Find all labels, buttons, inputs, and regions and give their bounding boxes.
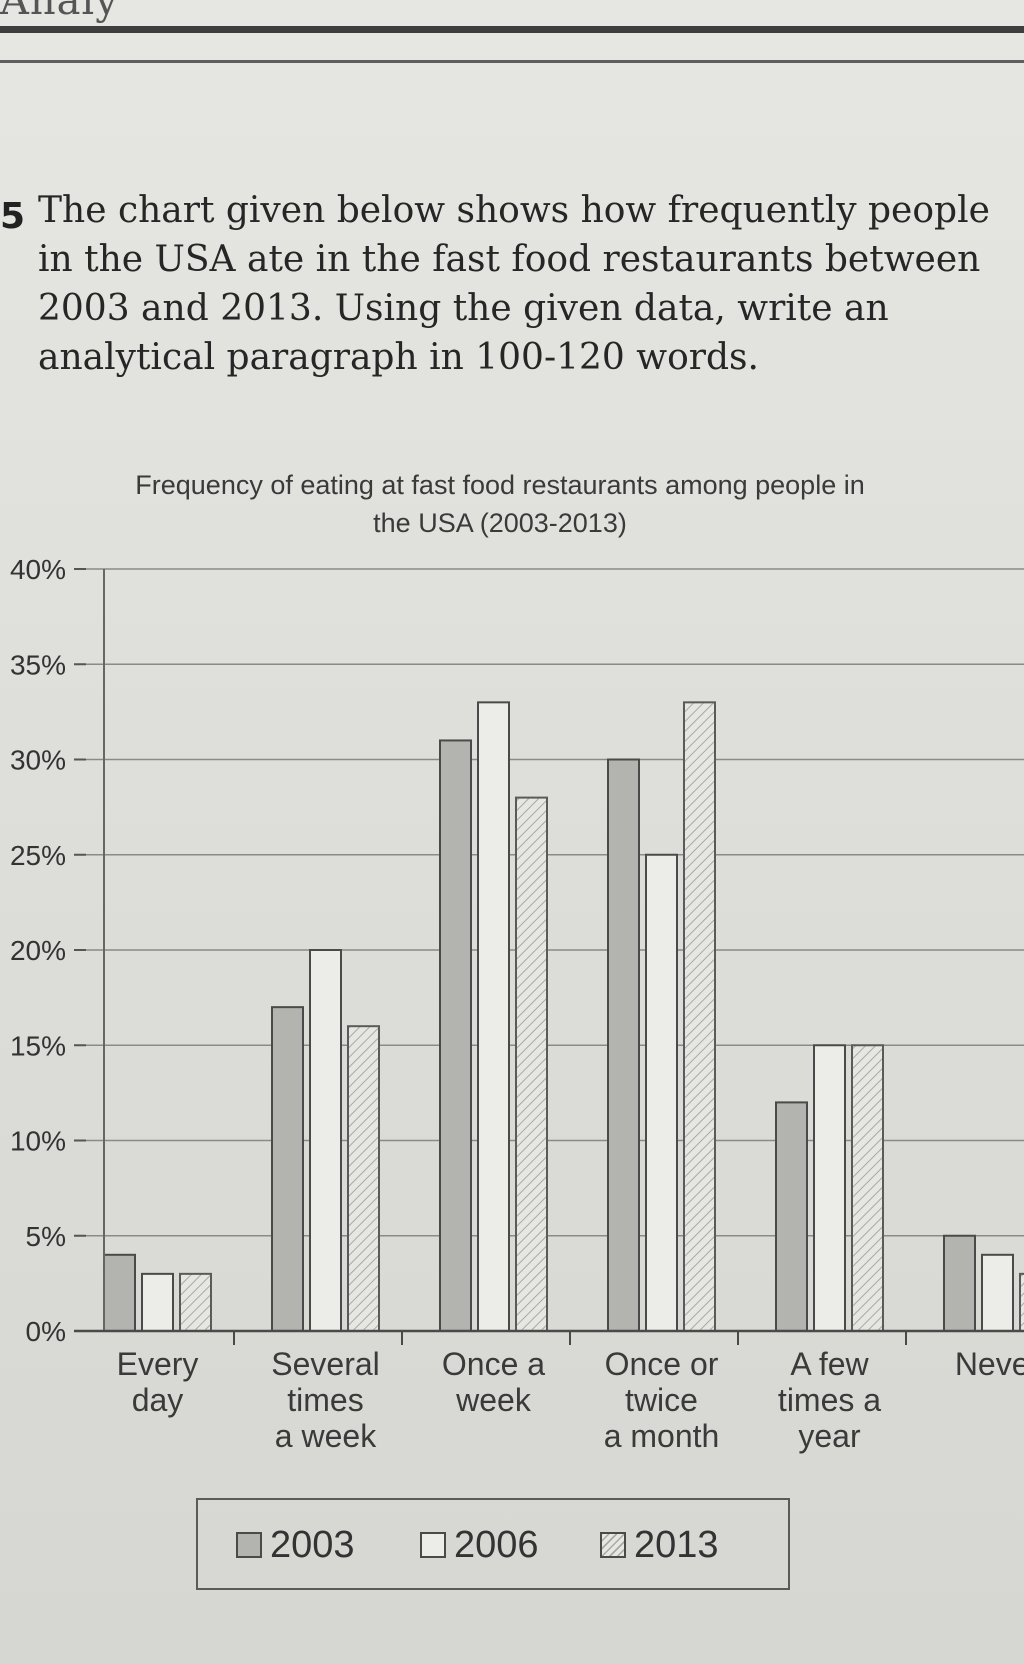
bar-2006-0: [141, 1272, 174, 1332]
x-category-label-line: times: [287, 1382, 363, 1418]
y-tick-label-40: 40%: [10, 554, 66, 585]
y-tick-label-35: 35%: [10, 649, 66, 680]
bars: [103, 701, 1024, 1333]
x-category-label-line: day: [132, 1382, 184, 1418]
bar-2006-4: [813, 1044, 846, 1332]
legend-swatch-2003: [236, 1532, 262, 1558]
legend-label-2013: 2013: [634, 1524, 719, 1566]
bar-2003-2: [439, 739, 472, 1332]
x-category-label-line: a month: [604, 1418, 720, 1454]
x-category-label-line: a week: [275, 1418, 377, 1454]
x-category-label-line: A few: [790, 1346, 869, 1382]
bar-2006-1: [309, 949, 342, 1332]
x-category-label-line: year: [798, 1418, 861, 1454]
x-category-label-1: Several times a week: [271, 1346, 380, 1454]
bar-2013-5: [1019, 1272, 1024, 1332]
y-tick-label-0: 0%: [26, 1316, 66, 1347]
bar-2003-5: [943, 1234, 976, 1332]
header-rule-thin: [0, 60, 1024, 63]
bar-2013-4: [851, 1044, 884, 1332]
y-tick-label-15: 15%: [10, 1030, 66, 1061]
chart-legend: 2003 2006 2013: [196, 1498, 790, 1590]
section-header-fragment: Analy: [0, 0, 119, 24]
y-tick-label-25: 25%: [10, 840, 66, 871]
legend-swatch-2013: [600, 1532, 626, 1558]
x-category-label-line: Once or: [605, 1346, 719, 1382]
legend-label-2006: 2006: [454, 1524, 539, 1566]
x-category-label-line: times a: [778, 1382, 881, 1418]
bar-2013-3: [683, 701, 716, 1332]
bar-2006-2: [477, 701, 510, 1332]
x-category-label-3: Once or twice a month: [604, 1346, 720, 1454]
bar-2006-5: [981, 1253, 1014, 1333]
x-category-label-line: Never: [955, 1346, 1024, 1382]
x-category-label-5: Never: [955, 1346, 1024, 1382]
header-rule-thick: [0, 26, 1024, 33]
question-text: The chart given below shows how frequent…: [38, 190, 990, 378]
x-category-label-line: Several: [271, 1346, 380, 1382]
bar-2003-3: [607, 758, 640, 1332]
y-tick-label-5: 5%: [26, 1221, 66, 1252]
x-category-label-4: A few times a year: [778, 1346, 881, 1454]
x-category-label-line: Once a: [442, 1346, 545, 1382]
bar-2003-0: [103, 1253, 136, 1333]
x-category-label-line: Every: [117, 1346, 199, 1382]
y-tick-label-30: 30%: [10, 745, 66, 776]
bar-2013-2: [515, 796, 548, 1332]
legend-label-2003: 2003: [270, 1524, 355, 1566]
bar-2003-4: [775, 1101, 808, 1333]
x-category-label-line: week: [455, 1382, 532, 1418]
legend-swatch-2006: [420, 1532, 446, 1558]
axes: [74, 568, 1024, 1345]
bar-2013-0: [179, 1272, 212, 1332]
chart-title: Frequency of eating at fast food restaur…: [135, 470, 865, 538]
bar-2003-1: [271, 1006, 304, 1333]
bar-2006-3: [645, 853, 678, 1332]
labels: 0% 5% 10% 15% 20% 25% 30% 35% 40% Every day Several…: [10, 554, 1024, 1454]
x-category-label-line: twice: [625, 1382, 698, 1418]
bar-2013-1: [347, 1025, 380, 1332]
x-category-label-0: Every day: [117, 1346, 199, 1418]
question-number: 5: [0, 196, 26, 237]
y-tick-label-20: 20%: [10, 935, 66, 966]
y-tick-label-10: 10%: [10, 1126, 66, 1157]
x-category-label-2: Once a week: [442, 1346, 545, 1418]
